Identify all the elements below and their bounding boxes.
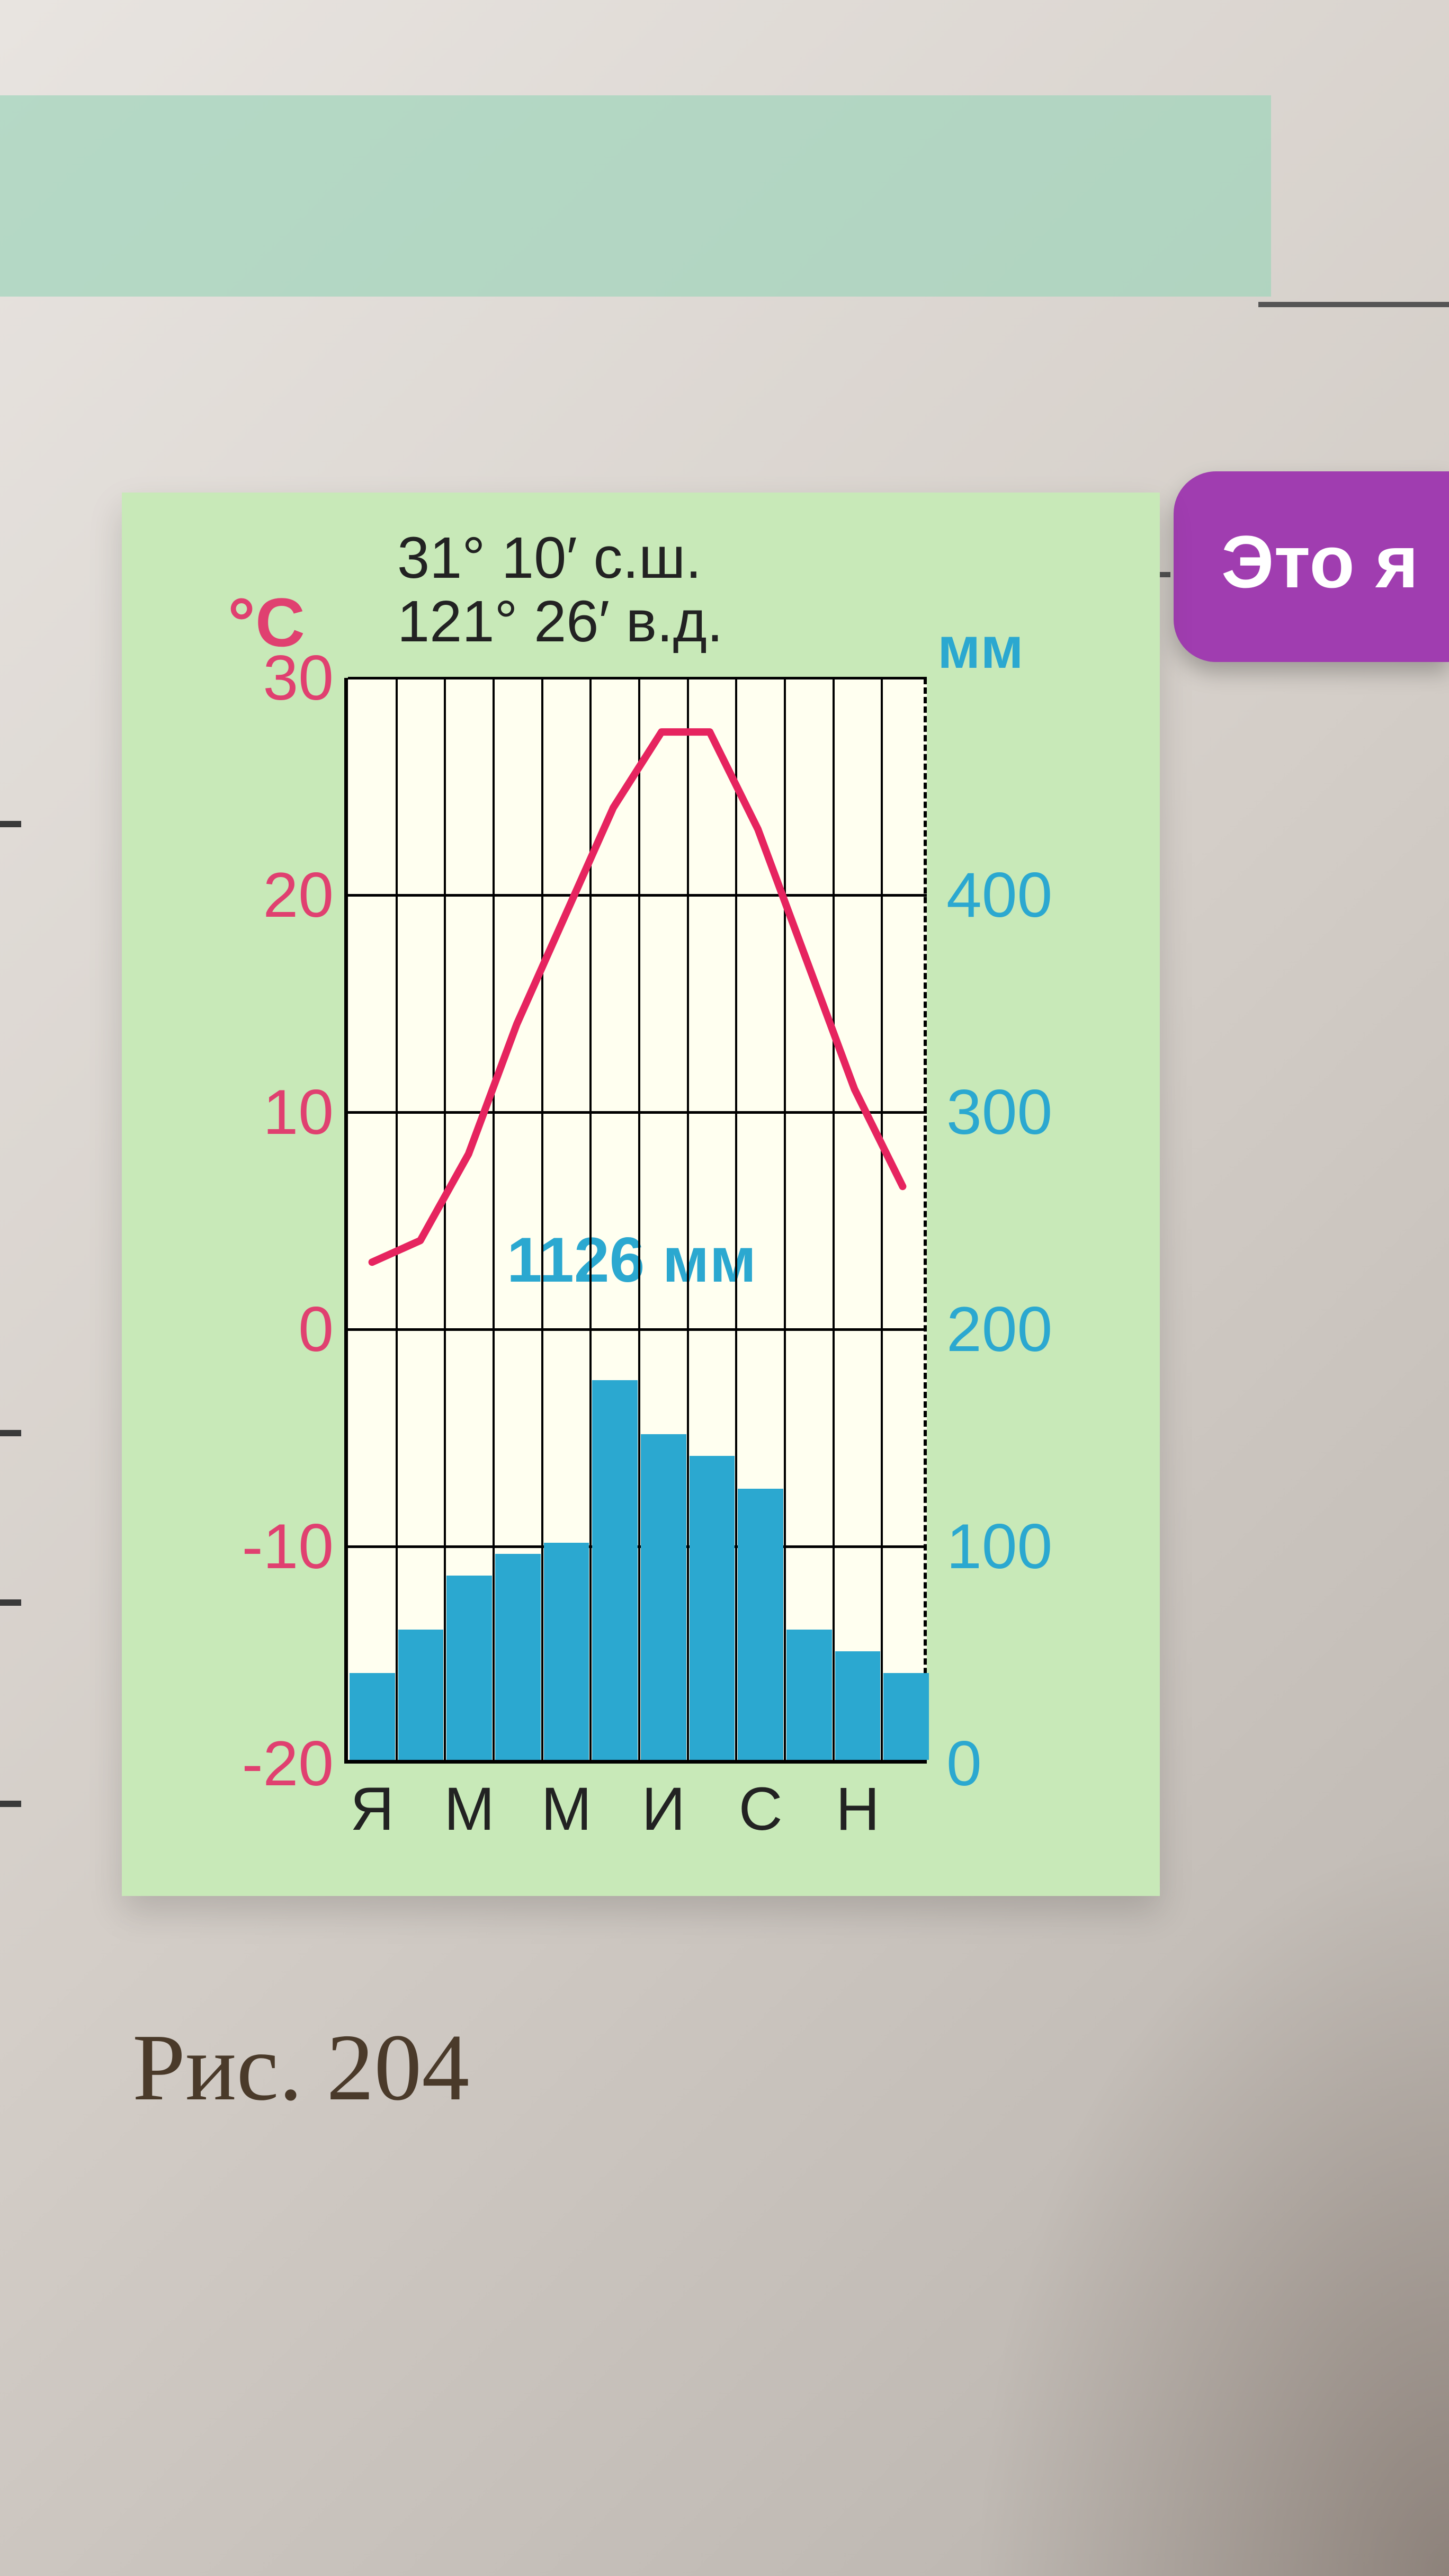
section-tab-text: Это я [1221,520,1418,603]
temperature-curve [348,678,927,1760]
xlabel-month: С [739,1774,783,1844]
coord-lat: 31° 10′ с.ш. [397,524,702,592]
climograph-panel: 31° 10′ с.ш. 121° 26′ в.д. °C мм 1126 мм… [122,493,1160,1896]
ylabel-precip: 100 [946,1510,1105,1583]
page-edge-stub [0,1801,21,1807]
plot-area: 1126 мм 3020100-10-204003002001000ЯММИСН [344,678,927,1764]
section-tab: Это я [1174,471,1449,662]
ylabel-temp: 0 [185,1293,334,1366]
coord-lon: 121° 26′ в.д. [397,588,723,655]
xlabel-month: И [642,1774,686,1844]
figure-caption: Рис. 204 [132,2012,469,2122]
ylabel-precip: 0 [946,1727,1105,1800]
ylabel-precip: 300 [946,1076,1105,1149]
xlabel-month: М [541,1774,592,1844]
xlabel-month: Я [350,1774,394,1844]
page-edge-stub [0,1599,21,1606]
page-edge-stub [0,821,21,827]
xlabel-month: М [444,1774,495,1844]
ylabel-temp: 10 [185,1076,334,1149]
page-edge-stub [0,1430,21,1436]
ylabel-precip: 400 [946,858,1105,932]
page-rule-top [1258,302,1449,307]
ylabel-temp: 20 [185,858,334,932]
ylabel-temp: 30 [185,641,334,714]
top-highlight-band [0,95,1271,297]
unit-precipitation: мм [937,614,1024,682]
ylabel-temp: -10 [185,1510,334,1583]
photo-vignette [972,1835,1449,2576]
ylabel-precip: 200 [946,1293,1105,1366]
xlabel-month: Н [836,1774,880,1844]
ylabel-temp: -20 [185,1727,334,1800]
